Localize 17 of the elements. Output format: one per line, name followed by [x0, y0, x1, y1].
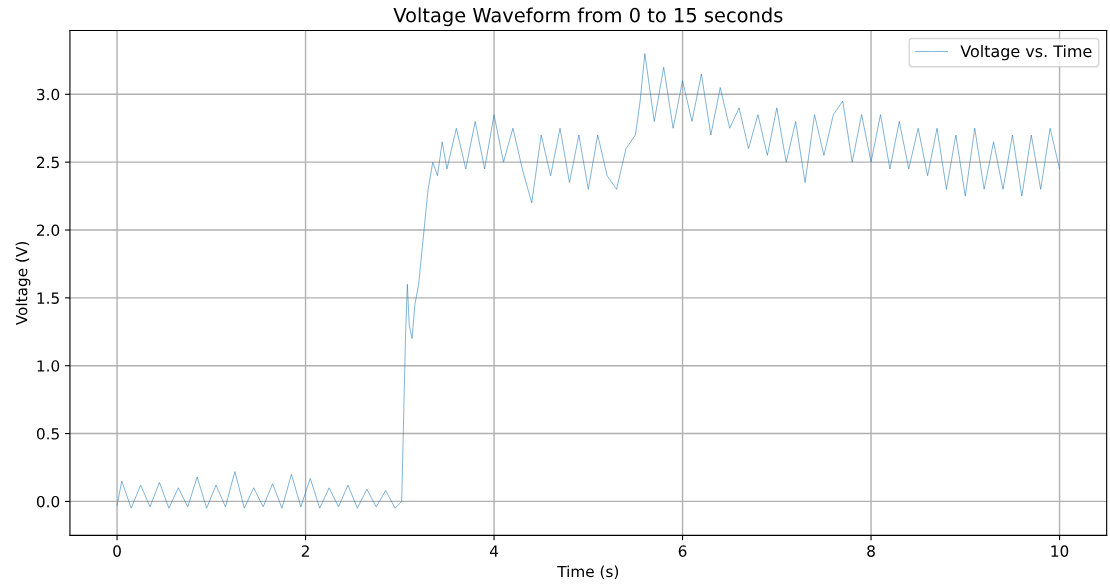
x-tick-label: 6 [678, 545, 687, 557]
x-tick-label: 8 [867, 545, 875, 557]
y-tick-label: 2.0 [37, 224, 60, 237]
x-tick-label: 0 [113, 545, 121, 557]
y-tick-label: 1.0 [37, 360, 60, 372]
y-tick-label: 1.5 [37, 292, 59, 304]
x-tick-label: 10 [1051, 545, 1069, 557]
y-tick-label: 0.0 [36, 495, 60, 508]
x-tick-label: 2 [301, 545, 309, 557]
y-tick-label: 2.5 [37, 156, 59, 169]
x-axis-title: Time (s) [557, 565, 619, 580]
y-tick-label: 3.0 [37, 88, 60, 101]
x-tick-label: 4 [489, 545, 499, 557]
legend-label: Voltage vs. Time [960, 44, 1092, 61]
chart-title: Voltage Waveform from 0 to 15 seconds [393, 7, 783, 27]
y-axis-title: Voltage (V) [15, 241, 31, 326]
y-tick-label: 0.5 [36, 428, 59, 440]
